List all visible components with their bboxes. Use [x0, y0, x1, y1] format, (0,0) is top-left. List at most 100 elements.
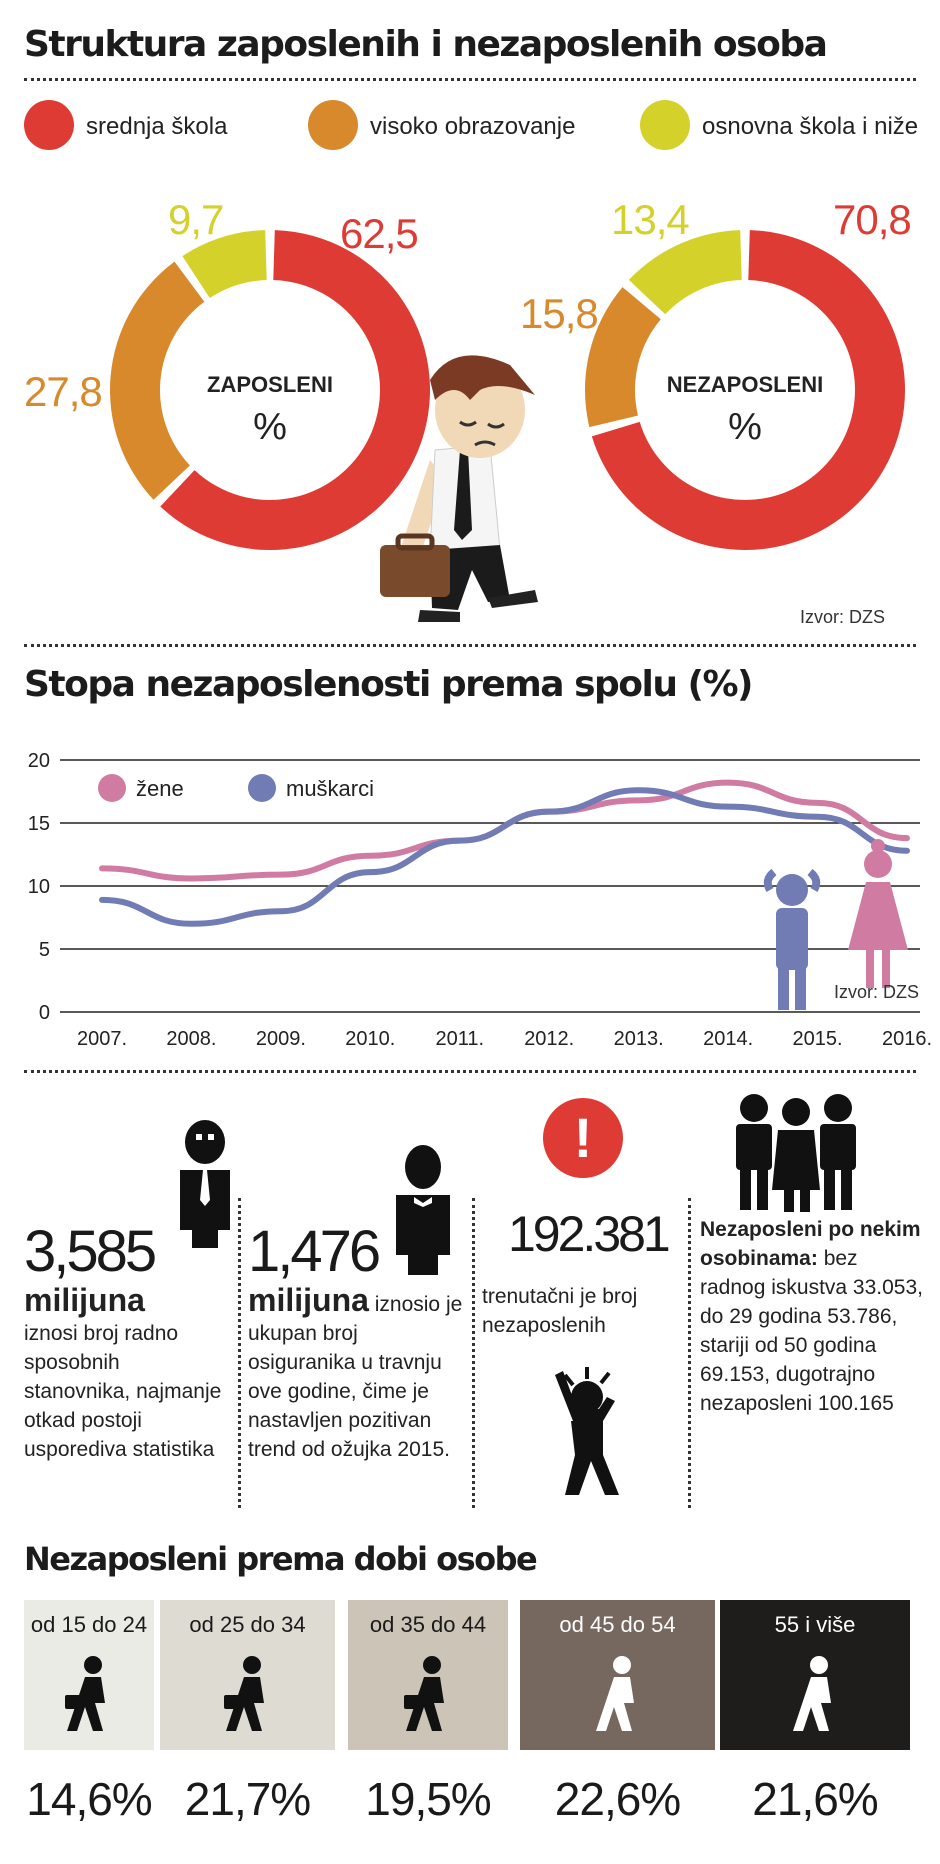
alert-icon: ! [543, 1098, 623, 1178]
legend-swatch-osnovna [640, 100, 690, 150]
x-tick-label: 2013. [614, 1028, 664, 1050]
x-tick-label: 2007. [77, 1028, 127, 1050]
donut-slice-2 [182, 230, 267, 298]
age-group-box: od 35 do 44 [348, 1600, 508, 1750]
chart-legend: žene muškarci [98, 774, 374, 802]
y-tick-label: 10 [28, 876, 50, 898]
woman-icon [848, 839, 908, 988]
pie2-value-srednja: 70,8 [833, 196, 912, 243]
stat2-text: milijuna iznosio je ukupan broj osiguran… [248, 1284, 463, 1464]
tuxedo-person-icon [396, 1145, 450, 1275]
age-group-box: od 45 do 54 [520, 1600, 715, 1750]
stat1-number: 3,585 [24, 1219, 157, 1284]
x-tick-label: 2011. [435, 1028, 484, 1050]
chart-lines [99, 779, 910, 927]
donut-nezaposleni [585, 230, 905, 550]
series-line-zene [99, 779, 910, 882]
age-group-value: 19,5% [365, 1773, 491, 1825]
pie1-unit: % [253, 406, 287, 448]
walking-person-icon [65, 1656, 105, 1731]
distressed-person-icon [555, 1367, 619, 1495]
age-group-value: 21,7% [184, 1773, 311, 1825]
stat1-bold: milijuna [24, 1282, 145, 1318]
section2-title: Stopa nezaposlenosti prema spolu (%) [24, 664, 754, 705]
walking-person-icon [223, 1656, 264, 1731]
stat4-bold: Nezaposleni po nekim osobinama: [700, 1218, 921, 1270]
donut-slice-1 [109, 261, 205, 500]
donut-charts [109, 230, 905, 550]
x-tick-label: 2016. [882, 1028, 932, 1050]
age-group-label: od 15 do 24 [30, 1612, 148, 1637]
age-group-box: 55 i više [720, 1600, 910, 1750]
legend-label: žene [136, 776, 184, 801]
section4-title: Nezaposleni prema dobi osobe [24, 1540, 538, 1578]
x-tick-label: 2008. [166, 1028, 216, 1050]
stat1-text: milijuna iznosi broj radno sposobnih stan… [24, 1284, 229, 1464]
y-tick-label: 15 [28, 813, 50, 835]
x-tick-label: 2015. [793, 1028, 843, 1050]
divider [24, 1070, 916, 1073]
pie2-value-osnovna: 13,4 [611, 196, 690, 243]
stat2-number: 1,476 [248, 1219, 381, 1284]
divider [24, 78, 916, 81]
pie1-value-visoko: 27,8 [24, 368, 103, 415]
series-line-muskarci [99, 787, 910, 927]
legend-label-visoko: visoko obrazovanje [370, 113, 576, 140]
y-axis-ticks: 0 5 10 15 20 [28, 750, 50, 1024]
legend-label-srednja: srednja škola [86, 113, 228, 140]
sad-businessman-illustration [380, 355, 538, 622]
source-note-1: Izvor: DZS [800, 607, 886, 627]
stat3-number: 192.381 [508, 1206, 671, 1262]
age-group-box: od 15 do 24 [24, 1600, 154, 1750]
pie2-value-visoko: 15,8 [520, 290, 599, 337]
legend-swatch [248, 774, 276, 802]
pie1-value-srednja: 62,5 [340, 210, 419, 257]
walking-person-icon [404, 1656, 444, 1731]
age-group-label: od 25 do 34 [189, 1612, 306, 1637]
donut-slice-2 [628, 230, 742, 315]
y-tick-label: 0 [39, 1002, 50, 1024]
age-group-label: 55 i više [774, 1612, 856, 1637]
donut-slice-0 [591, 230, 905, 550]
age-group-value: 14,6% [26, 1773, 152, 1825]
age-group-label: od 45 do 54 [559, 1612, 676, 1637]
x-tick-label: 2010. [345, 1028, 395, 1050]
donut-slice-0 [160, 230, 431, 550]
legend-label: muškarci [286, 776, 374, 801]
column-divider [238, 1198, 241, 1508]
column-divider [688, 1198, 691, 1508]
workers-group-icon [736, 1094, 856, 1212]
pie1-value-osnovna: 9,7 [168, 196, 224, 243]
employed-person-icon [180, 1120, 230, 1248]
y-tick-label: 20 [28, 750, 50, 772]
stat2-desc: iznosio je ukupan broj osiguranika u tra… [248, 1293, 463, 1461]
legend-swatch-srednja [24, 100, 74, 150]
pie1-center-label: ZAPOSLENI [207, 372, 333, 397]
legend-swatch [98, 774, 126, 802]
pie2-center-label: NEZAPOSLENI [666, 372, 824, 397]
x-tick-label: 2009. [256, 1028, 306, 1050]
stat2-bold: milijuna [248, 1282, 369, 1318]
walking-person-icon [595, 1656, 634, 1731]
stat1-desc: iznosi broj radno sposobnih stanovnika, … [24, 1322, 222, 1461]
section1-title: Struktura zaposlenih i nezaposlenih osob… [24, 24, 828, 65]
x-tick-label: 2012. [524, 1028, 574, 1050]
legend-swatch-visoko [308, 100, 358, 150]
age-group-box: od 25 do 34 [160, 1600, 335, 1750]
age-group-label: od 35 do 44 [369, 1612, 487, 1637]
donut-slice-1 [585, 287, 661, 428]
x-axis-ticks: 2007. 2008. 2009. 2010. 2011. 2012. 2013. 2014.… [77, 1028, 932, 1050]
divider [24, 644, 916, 647]
walking-person-icon [793, 1656, 831, 1731]
stat4-text: Nezaposleni po nekim osobinama: bez radn… [700, 1215, 925, 1418]
stat4-desc: bez radnog iskustva 33.053, do 29 godina… [700, 1247, 923, 1415]
donut-zaposleni [109, 230, 431, 550]
age-group-value: 21,6% [752, 1773, 878, 1825]
y-tick-label: 5 [39, 939, 50, 961]
stat3-text: trenutačni je broj nezaposlenih [482, 1285, 638, 1337]
pie2-unit: % [728, 406, 762, 448]
age-group-value: 22,6% [554, 1773, 681, 1825]
legend-label-osnovna: osnovna škola i niže [702, 113, 919, 140]
x-tick-label: 2014. [703, 1028, 753, 1050]
